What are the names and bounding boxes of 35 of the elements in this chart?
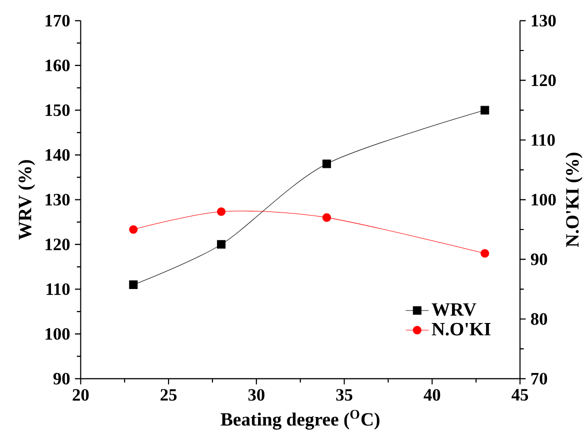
point <box>322 213 331 222</box>
point <box>216 207 226 216</box>
y-axis-title: WRV (%) <box>18 160 36 240</box>
legend-label: N.O'KI <box>432 322 490 336</box>
y-tick-label: 110 <box>46 283 70 296</box>
point <box>129 280 138 289</box>
y-tick-label: 140 <box>46 149 70 161</box>
x-tick-label: 25 <box>160 389 177 401</box>
y2-tick-label: 120 <box>532 74 556 86</box>
y2-tick-label: 70 <box>531 372 548 385</box>
x-tick-label: 20 <box>72 389 89 401</box>
y-tick-label: 90 <box>53 372 70 385</box>
y2-tick-label: 100 <box>532 194 556 206</box>
y2-tick-label: 130 <box>532 14 556 27</box>
x-tick-label: 45 <box>512 389 528 401</box>
point <box>480 106 490 114</box>
x-axis-title: Beating degree ($^{O}$C) <box>220 410 380 430</box>
x-tick-label: 35 <box>336 389 352 401</box>
y-tick-label: 160 <box>46 60 70 72</box>
y-tick-label: 100 <box>46 328 70 340</box>
x-tick-label: 40 <box>424 389 440 401</box>
y-tick-label: 130 <box>46 194 70 206</box>
y2-tick-label: 110 <box>532 134 555 146</box>
point <box>322 160 331 168</box>
x-tick-label: 30 <box>248 389 264 401</box>
point <box>216 240 226 249</box>
legend-label: WRV <box>432 303 476 316</box>
point <box>480 249 490 258</box>
y2-tick-label: 90 <box>530 253 548 266</box>
point <box>129 225 138 234</box>
y2-tick-label: 80 <box>530 313 548 325</box>
y-tick-label: 170 <box>46 14 70 27</box>
y2-axis-title: N.O'KI (%) <box>566 152 582 248</box>
y-tick-label: 120 <box>46 238 70 250</box>
y-tick-label: 150 <box>46 104 70 116</box>
